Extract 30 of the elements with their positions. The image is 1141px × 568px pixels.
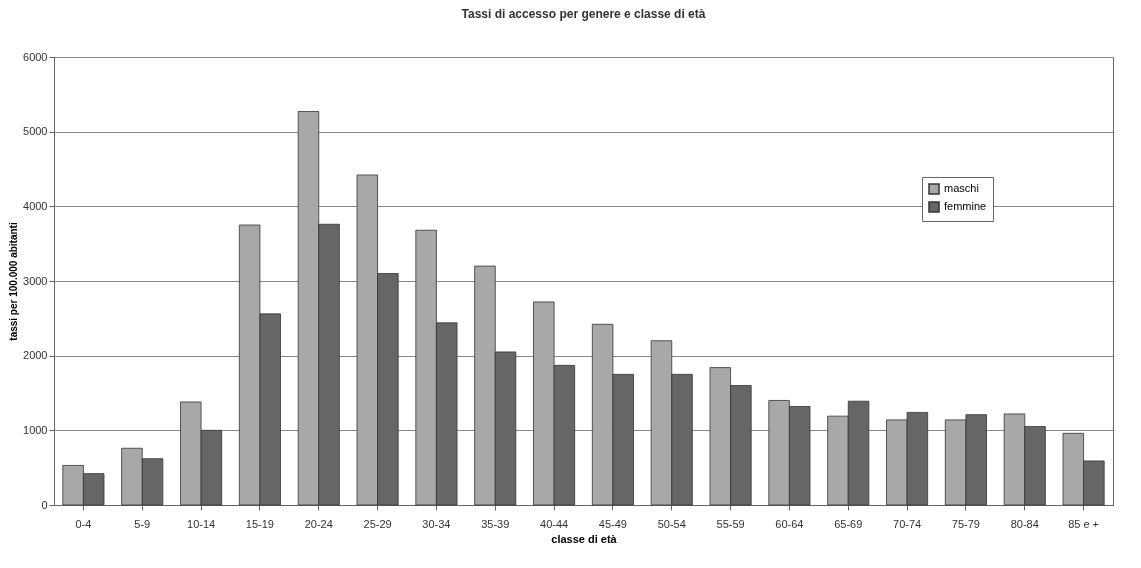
legend-label: femmine (944, 200, 987, 212)
legend-label: maschi (944, 182, 979, 194)
x-tick-label: 30-34 (422, 517, 451, 530)
x-tick-label: 35-39 (481, 517, 510, 530)
y-tick-label: 3000 (23, 274, 48, 287)
x-tick-label: 10-14 (187, 517, 216, 530)
y-axis-title: tassi per 100.000 abitanti (8, 222, 20, 341)
x-tick-label: 20-24 (304, 517, 333, 530)
x-tick-label: 75-79 (951, 517, 980, 530)
y-tick-label: 5000 (23, 125, 48, 138)
chart-title: Tassi di accesso per genere e classe di età (461, 7, 706, 21)
x-tick-label: 80-84 (1010, 517, 1039, 530)
x-axis-title: classe di età (551, 532, 618, 545)
y-tick-label: 6000 (23, 50, 48, 63)
x-tick-label: 0-4 (75, 517, 92, 530)
x-tick-label: 70-74 (893, 517, 922, 530)
y-tick-label: 4000 (23, 199, 48, 212)
x-tick-label: 50-54 (657, 517, 686, 530)
x-tick-label: 25-29 (363, 517, 392, 530)
y-tick-label: 1000 (23, 423, 48, 436)
x-tick-label: 55-59 (716, 517, 745, 530)
x-tick-label: 65-69 (834, 517, 863, 530)
x-tick-label: 85 e + (1068, 517, 1100, 530)
y-tick-label: 0 (41, 498, 48, 511)
x-tick-label: 45-49 (598, 517, 627, 530)
x-tick-label: 40-44 (540, 517, 569, 530)
x-tick-label: 60-64 (775, 517, 804, 530)
y-tick-label: 2000 (23, 349, 48, 362)
x-tick-label: 15-19 (245, 517, 274, 530)
x-tick-label: 5-9 (134, 517, 151, 530)
